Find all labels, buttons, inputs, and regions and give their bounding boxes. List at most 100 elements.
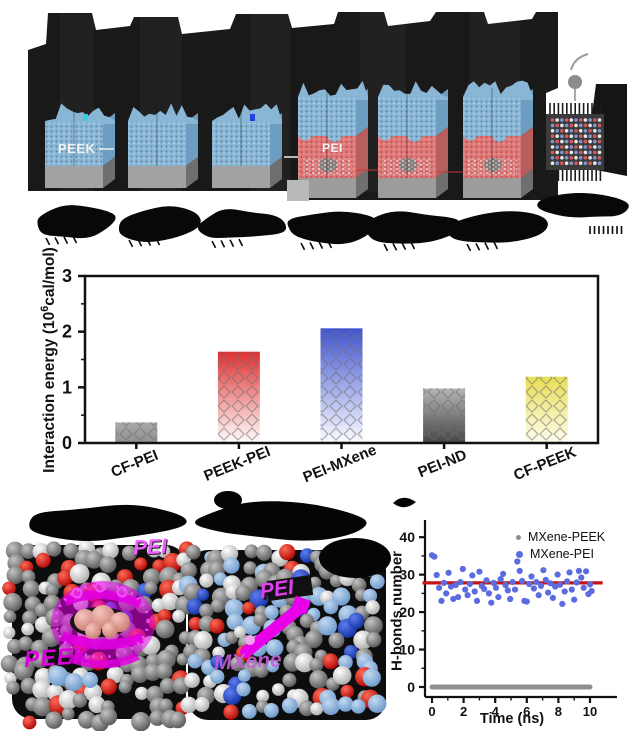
series-mxene-pei-point	[566, 569, 573, 576]
lattice-atom	[560, 134, 564, 138]
panel1-atom-gray	[6, 566, 25, 585]
panel2-atom-lblue	[351, 699, 366, 714]
legend-marker-gray	[516, 534, 521, 540]
highlight-stroke	[63, 589, 142, 609]
bar-ylabel-sup: 6	[38, 305, 51, 312]
bar-hatch	[115, 422, 158, 443]
panel2-atom-gray	[282, 673, 297, 688]
lattice-atom	[588, 150, 592, 155]
bar-ylabel-pre: Interaction energy (10	[41, 311, 59, 473]
lattice-atom	[588, 139, 592, 144]
lattice-atom	[574, 139, 578, 144]
panel2-atom-gray	[244, 544, 259, 559]
series-mxene-pei-point	[523, 598, 530, 605]
panel2-atom-red	[223, 704, 239, 720]
pointer-curve	[570, 53, 589, 71]
panel2-atom-red	[209, 618, 225, 634]
redacted-caption	[37, 205, 116, 246]
panel2-atom-white	[184, 672, 200, 688]
panel2-atom-gray	[365, 632, 382, 648]
series-mxene-pei-point	[549, 594, 556, 601]
panel2-atom-lblue	[321, 697, 340, 716]
x-category-label: PEI-MXene	[301, 441, 379, 486]
panel1-atom-gray	[20, 543, 37, 559]
lattice-atom	[588, 145, 592, 149]
series-mxene-pei-point	[473, 597, 481, 604]
panel1-peek-label: PEEK	[23, 641, 92, 673]
series-mxene-pei-point	[528, 573, 535, 580]
panel2-atom-white	[193, 631, 213, 650]
legend-label-mxene-peek: MXene-PEEK	[528, 530, 606, 544]
panel1-atom-gray	[159, 678, 176, 694]
lattice-atom	[597, 145, 602, 149]
panel1-atom-lblue	[65, 673, 83, 691]
panel2-atom-blue	[210, 655, 224, 669]
peek-block	[128, 122, 186, 166]
simulation-snapshots-panel	[28, 12, 629, 252]
peek-layer-side	[436, 89, 448, 136]
ring-dot	[116, 586, 128, 598]
panel1-atom-red	[134, 557, 148, 571]
series-mxene-pei-point	[516, 567, 523, 574]
panel2-atom-gray	[235, 584, 252, 601]
surface-glint	[250, 114, 255, 121]
series-mxene-pei-point	[483, 577, 490, 584]
mxene-sheets	[302, 158, 352, 176]
panel1-atom-gray	[3, 610, 17, 623]
substrate-front	[45, 166, 103, 188]
panel2-atom-red	[279, 544, 296, 561]
panel1-atom-white	[146, 543, 162, 558]
series-mxene-pei-point	[445, 569, 452, 576]
series-mxene-pei-point	[490, 579, 497, 586]
x-tick-label: 8	[555, 704, 562, 719]
panel2-atom-gray	[256, 544, 273, 561]
series-mxene-pei-point	[578, 574, 585, 581]
pei-layer-side	[436, 127, 448, 178]
substrate-front	[212, 166, 270, 188]
panel2-atom-white	[272, 683, 285, 696]
redacted-caption	[197, 209, 287, 249]
lattice-atom	[588, 161, 592, 165]
lattice-atom	[555, 139, 559, 144]
series-mxene-pei-point	[509, 579, 516, 586]
lattice-atom	[560, 161, 564, 165]
panel2-atom-lblue	[226, 613, 244, 631]
panel2-atom-lblue	[362, 668, 381, 687]
panel2-atom-gray	[309, 670, 328, 689]
lattice-atom	[597, 123, 602, 128]
bar-hatch	[525, 376, 568, 443]
pei-box-label: PEI	[322, 141, 343, 155]
panel2-atom-gray	[253, 662, 269, 678]
series-mxene-pei-point	[438, 597, 445, 604]
panel2-atom-gray	[309, 657, 324, 672]
panel2-atom-blue	[196, 588, 209, 601]
lattice-atom	[578, 156, 583, 160]
panel2-atom-lblue	[368, 694, 387, 713]
lattice-atom	[578, 161, 583, 165]
panel1-pei-label: PEI	[132, 535, 168, 560]
panel1-atom-gray	[32, 697, 53, 717]
interface-roughness	[298, 128, 356, 143]
lattice-atom	[550, 161, 555, 165]
lattice-atom	[550, 134, 555, 138]
lattice-atom	[564, 134, 569, 138]
peek-block	[212, 122, 270, 166]
panel1-atom-salmon	[85, 623, 101, 639]
highlight-square	[291, 595, 311, 615]
pei-layer-side	[356, 127, 368, 178]
substrate-front	[378, 178, 436, 198]
panel1-atom-gray	[99, 556, 117, 573]
series-mxene-pei-point	[556, 581, 564, 588]
bar-hatch	[217, 351, 260, 443]
panel1-atom-gray	[13, 661, 33, 681]
series-mxene-pei-point	[514, 558, 521, 565]
series-mxene-pei-point	[554, 571, 561, 578]
peek-surface-spikes	[128, 103, 198, 124]
substrate-side	[356, 169, 368, 198]
lattice-atom	[550, 118, 555, 122]
legend-marker-blue	[516, 550, 523, 558]
series-mxene-pei-point	[583, 568, 590, 575]
lattice-atom	[574, 118, 578, 122]
bar-hatch	[423, 388, 466, 443]
peek-surface-spikes	[45, 103, 115, 124]
